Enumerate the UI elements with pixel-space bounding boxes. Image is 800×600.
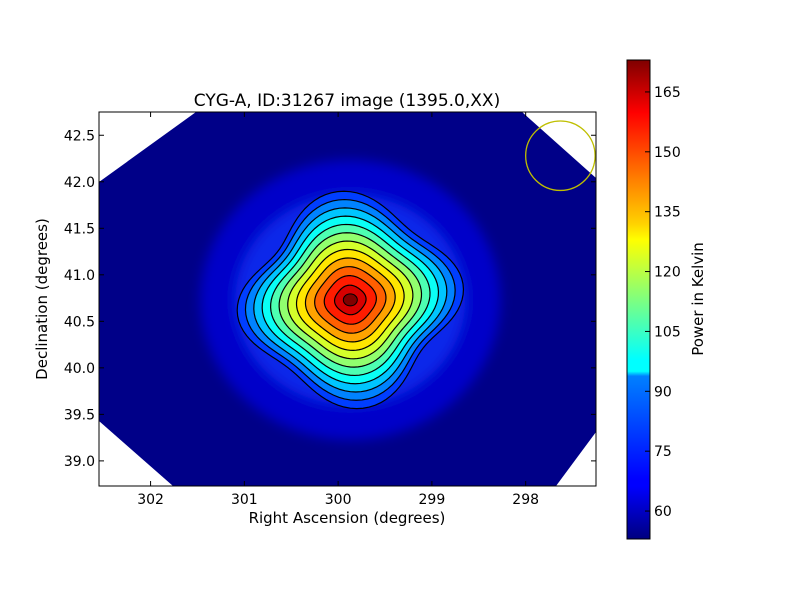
contour-line — [287, 240, 414, 360]
axes-frame — [98, 111, 597, 487]
x-tick-label: 299 — [419, 492, 446, 508]
colorbar-tick-label: 75 — [654, 444, 672, 460]
contour-line — [244, 198, 456, 401]
x-axis-label: Right Ascension (degrees) — [249, 509, 446, 527]
colorbar-tick-label: 135 — [654, 205, 681, 221]
contour-line — [333, 284, 367, 316]
beam-circle — [525, 120, 596, 192]
y-tick-label: 42.0 — [64, 175, 95, 191]
colorbar: 60 75 90 105 120 135 150 165 Power in Kelvin — [626, 59, 707, 540]
x-tick-label: 300 — [325, 492, 352, 508]
contour-line — [236, 190, 465, 410]
y-tick-label: 41.0 — [64, 268, 95, 284]
colorbar-tick-label: 60 — [654, 504, 672, 520]
contour-line — [261, 215, 440, 385]
contour-line — [323, 275, 377, 325]
contour-line — [304, 257, 396, 343]
colorbar-tick-label: 90 — [654, 384, 672, 400]
y-axis-ticks: 39.0 39.5 40.0 40.5 41.0 41.5 42.0 42.5 — [64, 128, 596, 470]
contour-lines — [236, 190, 465, 410]
contour-line — [295, 248, 405, 351]
y-tick-label: 42.5 — [64, 128, 95, 144]
y-tick-label: 39.5 — [64, 407, 95, 423]
contour-line — [270, 223, 431, 377]
x-tick-label: 301 — [231, 492, 258, 508]
colorbar-tick-label: 165 — [654, 85, 681, 101]
colorbar-tick-label: 105 — [654, 324, 681, 340]
colorbar-tick-label: 150 — [654, 145, 681, 161]
plot-area — [99, 112, 596, 486]
y-tick-label: 39.0 — [64, 454, 95, 470]
x-tick-label: 302 — [137, 492, 164, 508]
x-axis-ticks: 302 301 300 299 298 — [137, 112, 539, 508]
sky-coverage — [99, 112, 596, 486]
colorbar-label: Power in Kelvin — [689, 242, 707, 356]
colorbar-ticks: 60 75 90 105 120 135 150 165 — [645, 85, 681, 520]
source-peak — [342, 293, 358, 307]
colorbar-tick-label: 120 — [654, 265, 681, 281]
contour-line — [253, 207, 448, 393]
colorbar-bar — [626, 59, 651, 540]
y-axis-label: Declination (degrees) — [33, 218, 51, 380]
y-tick-label: 40.5 — [64, 314, 95, 330]
contour-line — [278, 232, 423, 368]
y-tick-label: 40.0 — [64, 361, 95, 377]
chart-title: CYG-A, ID:31267 image (1395.0,XX) — [194, 91, 500, 111]
contour-line — [314, 266, 387, 334]
y-tick-label: 41.5 — [64, 221, 95, 237]
x-tick-label: 298 — [512, 492, 539, 508]
